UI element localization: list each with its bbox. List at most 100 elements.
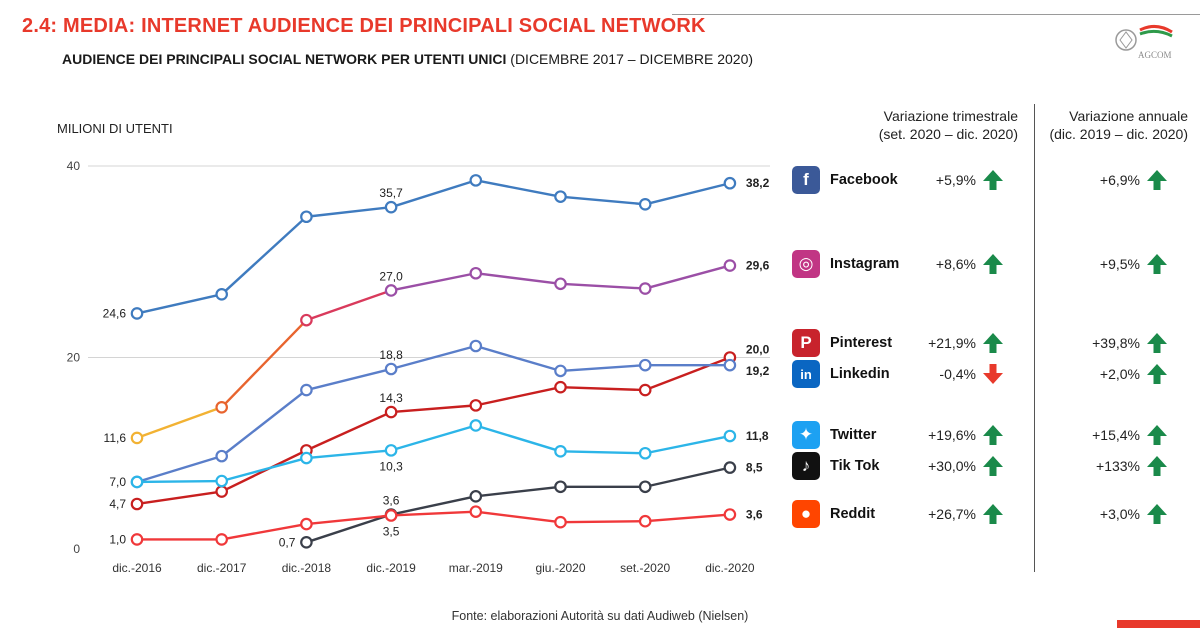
annual-change-value: +3,0%: [1099, 506, 1140, 522]
data-point: [638, 198, 652, 211]
data-point: [130, 307, 144, 320]
annual-change-value: +133%: [1096, 458, 1140, 474]
series-line-segment: [644, 434, 731, 455]
data-point: [638, 383, 652, 397]
up-arrow-icon: [983, 254, 1003, 274]
x-tick-label: dic.-2018: [282, 561, 332, 575]
series-line-segment: [390, 344, 477, 371]
data-point: [130, 497, 144, 511]
x-tick-label: dic.-2019: [366, 561, 416, 575]
series-instagram: 11,6 27,0 29,6: [104, 259, 770, 445]
legend-name: Twitter: [830, 427, 877, 443]
annual-header-text: Variazione annuale (dic. 2019 – dic. 202…: [1049, 108, 1188, 142]
series-line-segment: [475, 179, 561, 198]
column-divider: [1034, 104, 1035, 572]
data-label: 1,0: [109, 532, 126, 546]
data-point: [554, 480, 567, 494]
data-point: [554, 380, 567, 394]
legend-row: P Pinterest +21,9% +39,8%: [0, 329, 1200, 359]
page-subtitle: AUDIENCE DEI PRINCIPALI SOCIAL NETWORK P…: [62, 51, 753, 67]
series-line-segment: [390, 179, 477, 209]
up-arrow-icon: [983, 333, 1003, 353]
subtitle-period: (DICEMBRE 2017 – DICEMBRE 2020): [510, 51, 754, 67]
up-arrow-icon: [1147, 456, 1167, 476]
series-line-segment: [221, 522, 307, 541]
series-pinterest: 4,7 14,3 20,0: [109, 343, 769, 511]
pinterest-icon: P: [792, 329, 820, 357]
series-twitter: 10,3 11,8: [130, 419, 769, 489]
data-point: [300, 535, 313, 549]
up-arrow-icon: [1147, 504, 1167, 524]
quarterly-change-value: +19,6%: [928, 427, 976, 443]
x-tick-label: mar.-2019: [449, 561, 503, 575]
data-point: [469, 419, 483, 432]
data-point: [384, 200, 398, 214]
data-point: [638, 358, 652, 372]
quarterly-change-value: +30,0%: [928, 458, 976, 474]
line-chart: MILIONI DI UTENTI 0 20 40 dic.-2016 dic.-2017…: [57, 121, 770, 575]
series-line-segment: [475, 272, 561, 285]
up-arrow-icon: [1147, 425, 1167, 445]
linkedin-icon: in: [792, 360, 820, 388]
series-line-segment: [136, 406, 223, 440]
y-axis-label: MILIONI DI UTENTI: [57, 121, 173, 136]
data-point: [554, 445, 567, 458]
logo-text: AGCOM: [1138, 50, 1172, 60]
down-arrow-icon: [983, 364, 1003, 384]
data-label: 27,0: [379, 269, 403, 283]
quarterly-change-value: +21,9%: [928, 335, 976, 351]
data-label: 38,2: [746, 176, 770, 190]
series-line-segment: [391, 510, 476, 517]
series-line-segment: [560, 520, 646, 524]
data-point: [554, 515, 567, 529]
header-divider: [672, 14, 1200, 15]
data-point: [554, 364, 567, 378]
legend-row: ♪ Tik Tok +30,0% +133%: [0, 452, 1200, 482]
data-label: 18,8: [379, 348, 403, 362]
y-tick-label: 40: [67, 159, 81, 173]
up-arrow-icon: [983, 425, 1003, 445]
data-point: [638, 514, 652, 528]
data-point: [469, 399, 483, 412]
series-line-segment: [306, 289, 392, 322]
data-point: [130, 475, 144, 489]
legend-row: f Facebook +5,9% +6,9%: [0, 166, 1200, 196]
series-line-segment: [220, 389, 308, 458]
twitter-icon: ✦: [792, 421, 820, 449]
data-point: [215, 400, 228, 414]
series-line-segment: [560, 363, 646, 373]
up-arrow-icon: [1147, 254, 1167, 274]
series-line-segment: [475, 344, 561, 373]
data-point: [300, 210, 313, 224]
data-point: [300, 383, 313, 397]
data-point: [638, 446, 652, 460]
agcom-logo-icon: [1115, 25, 1173, 51]
series-line-segment: [644, 466, 731, 488]
data-point: [300, 313, 313, 327]
reddit-icon: ●: [792, 500, 820, 528]
data-point: [554, 277, 567, 291]
data-point: [723, 358, 737, 372]
annual-change-value: +6,9%: [1099, 172, 1140, 188]
up-arrow-icon: [983, 504, 1003, 524]
legend-name: Reddit: [830, 506, 876, 522]
y-tick-label: 0: [73, 542, 80, 556]
footer-accent-bar: [1117, 620, 1200, 628]
data-point: [723, 429, 737, 443]
series-line-segment: [391, 404, 476, 414]
source-note: Fonte: elaborazioni Autorità su dati Aud…: [451, 609, 749, 623]
quarterly-change-value: +8,6%: [935, 256, 976, 272]
series-line-segment: [390, 424, 477, 452]
series-line-segment: [221, 449, 307, 493]
data-point: [384, 444, 398, 457]
data-point: [723, 176, 737, 190]
data-point: [215, 533, 228, 546]
y-tick-label: 20: [67, 351, 81, 365]
up-arrow-icon: [1147, 170, 1167, 190]
x-tick-label: dic.-2016: [112, 561, 162, 575]
annual-change-value: +2,0%: [1099, 366, 1140, 382]
data-label: 29,6: [746, 259, 770, 273]
series-line-segment: [560, 450, 646, 455]
data-point: [130, 431, 144, 445]
data-point: [384, 509, 398, 522]
